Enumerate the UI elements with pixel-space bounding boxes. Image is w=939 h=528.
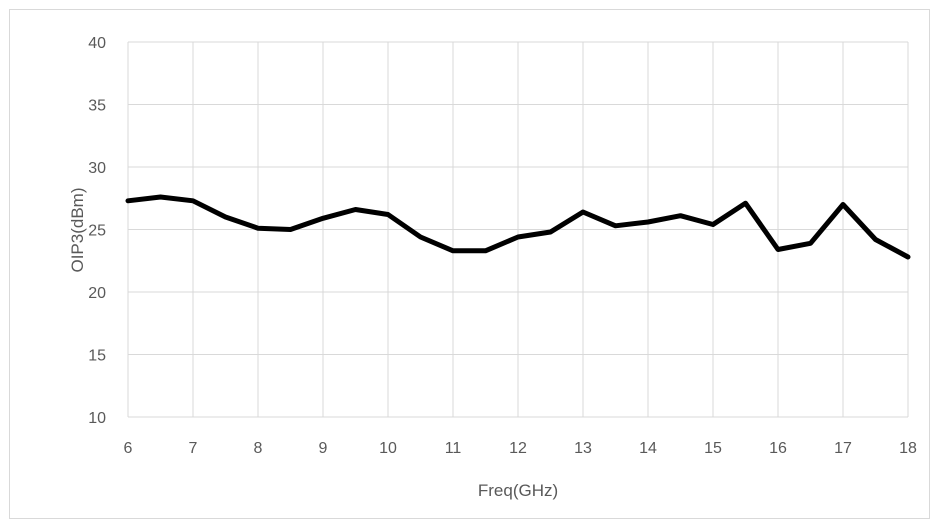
x-tick-label: 13 [574,440,592,457]
y-tick-label: 10 [88,410,106,427]
x-tick-label: 9 [319,440,328,457]
y-tick-label: 35 [88,98,106,115]
x-tick-label: 15 [704,440,722,457]
x-tick-label: 17 [834,440,852,457]
gridlines [127,41,909,418]
y-tick-label: 20 [88,285,106,302]
x-tick-label: 12 [509,440,527,457]
series-group [125,194,911,260]
y-tick-label: 15 [88,348,106,365]
x-tick-label: 10 [379,440,397,457]
y-tick-label: 40 [88,35,106,52]
y-tick-labels: 10 15 20 25 30 35 40 [88,35,106,427]
y-axis-title: OIP3(dBm) [68,187,87,272]
x-tick-label: 14 [639,440,657,457]
x-axis-title: Freq(GHz) [478,481,558,500]
x-tick-label: 16 [769,440,787,457]
x-tick-label: 6 [124,440,133,457]
chart-frame [9,9,930,519]
x-tick-label: 7 [189,440,198,457]
x-tick-label: 8 [254,440,263,457]
x-tick-label: 11 [445,440,462,457]
y-tick-label: 25 [88,223,106,240]
x-tick-labels: 6 7 8 9 10 11 12 13 14 15 16 17 18 [124,440,917,457]
x-tick-label: 18 [899,440,917,457]
y-tick-label: 30 [88,160,106,177]
